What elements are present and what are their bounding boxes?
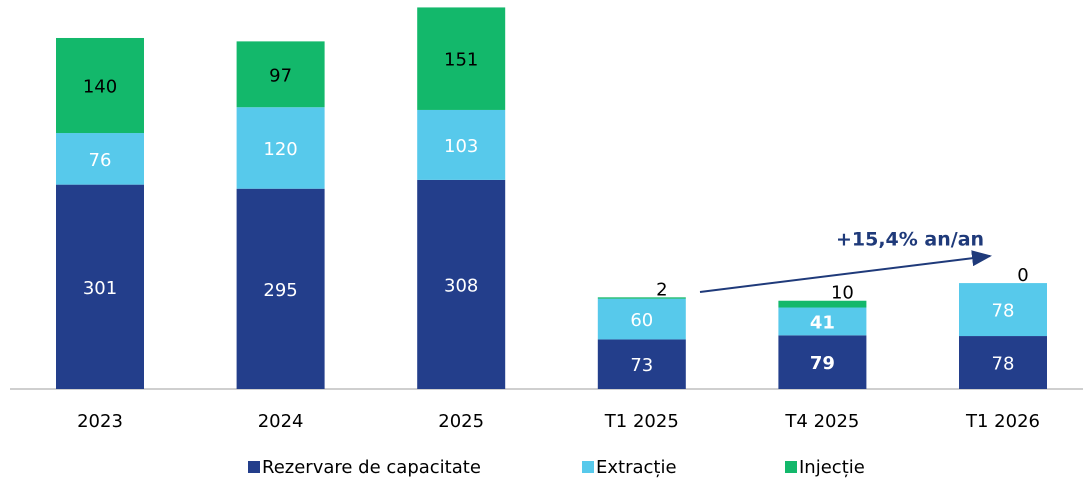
bar-segment bbox=[56, 133, 144, 185]
growth-arrow bbox=[699, 250, 992, 293]
data-label: 97 bbox=[269, 65, 292, 86]
x-tick-label: 2025 bbox=[438, 411, 484, 432]
legend-label: Rezervare de capacitate bbox=[262, 457, 481, 478]
data-label: 301 bbox=[83, 278, 117, 299]
data-label: 2 bbox=[656, 279, 667, 300]
bar-segment bbox=[236, 107, 325, 189]
data-label: 0 bbox=[1017, 265, 1028, 286]
bar-segment bbox=[597, 297, 686, 299]
data-label: 308 bbox=[444, 275, 478, 296]
legend-label: Extracție bbox=[596, 457, 677, 478]
bar-segment bbox=[236, 188, 325, 389]
legend-swatch bbox=[785, 461, 797, 473]
bar-segment bbox=[959, 336, 1047, 389]
data-label: 41 bbox=[810, 312, 835, 333]
data-label: 295 bbox=[263, 280, 297, 301]
data-label: 151 bbox=[444, 50, 478, 71]
legend-swatch bbox=[582, 461, 594, 473]
bar-segment bbox=[417, 179, 506, 389]
data-label: 140 bbox=[83, 77, 117, 98]
x-tick-label: 2024 bbox=[258, 411, 304, 432]
bar-segment bbox=[778, 335, 867, 389]
x-tick-label: T1 2025 bbox=[604, 411, 679, 432]
data-label: 73 bbox=[630, 355, 653, 376]
data-label: 10 bbox=[831, 283, 854, 304]
bar-segment bbox=[56, 184, 144, 389]
data-label: 76 bbox=[89, 150, 112, 171]
bar-segment bbox=[597, 339, 686, 389]
bar-segment bbox=[56, 37, 144, 134]
data-label: 120 bbox=[263, 139, 297, 160]
legend-label: Injecție bbox=[799, 457, 865, 478]
data-label: 60 bbox=[630, 310, 653, 331]
bar-segment bbox=[959, 283, 1047, 337]
x-tick-label: T4 2025 bbox=[784, 411, 859, 432]
data-label: 79 bbox=[810, 353, 835, 374]
bar-segment bbox=[778, 300, 867, 308]
bar-segment bbox=[597, 298, 686, 340]
annotation: +15,4% an/an bbox=[836, 229, 984, 251]
data-label: 78 bbox=[992, 354, 1015, 375]
x-tick-label: 2023 bbox=[77, 411, 123, 432]
bar-segment bbox=[236, 41, 325, 108]
data-label: 78 bbox=[992, 301, 1015, 322]
bar-segment bbox=[417, 109, 506, 180]
legend-swatch bbox=[248, 461, 260, 473]
x-tick-label: T1 2026 bbox=[965, 411, 1040, 432]
bar-segment bbox=[417, 7, 506, 110]
data-label: 103 bbox=[444, 136, 478, 157]
bar-segment bbox=[778, 307, 867, 336]
